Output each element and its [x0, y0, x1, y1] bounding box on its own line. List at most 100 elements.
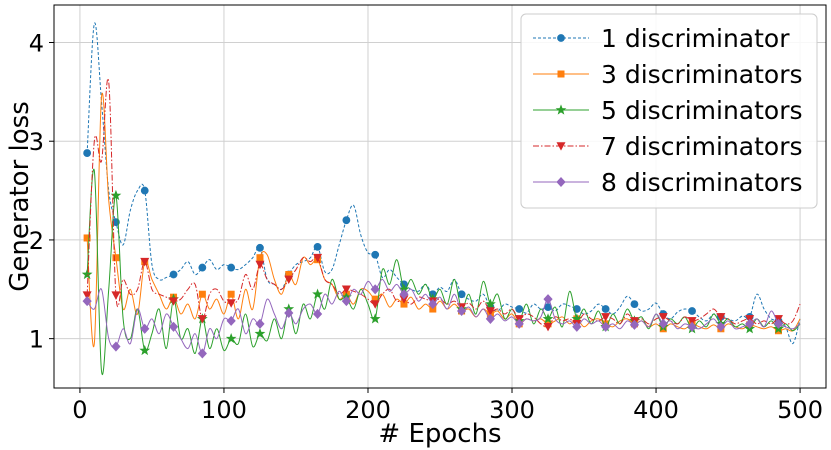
- x-tick-label: 400: [633, 396, 679, 424]
- data-point: [658, 313, 668, 322]
- data-point: [371, 250, 380, 259]
- legend-box: [520, 13, 818, 209]
- data-point: [457, 290, 466, 299]
- data-point: [256, 254, 264, 262]
- data-point: [198, 290, 206, 298]
- data-point: [82, 296, 92, 307]
- data-point: [112, 254, 120, 262]
- data-point: [255, 318, 265, 329]
- data-point: [312, 308, 323, 320]
- legend-item: 5 discriminators: [533, 96, 803, 125]
- legend-label: 3 discriminators: [601, 60, 803, 89]
- data-point: [256, 243, 264, 252]
- legend-marker: [556, 176, 566, 188]
- data-point: [169, 297, 179, 306]
- data-point: [542, 313, 554, 324]
- data-point: [572, 321, 582, 332]
- data-point: [111, 291, 121, 300]
- data-point: [284, 275, 294, 285]
- y-tick-label: 1: [29, 326, 44, 354]
- data-point: [688, 307, 696, 315]
- data-point: [82, 291, 92, 300]
- data-point: [428, 299, 438, 310]
- x-tick-label: 100: [201, 396, 247, 424]
- data-point: [543, 294, 553, 305]
- legend: 1 discriminator 3 discriminators 5 discrim…: [520, 13, 818, 209]
- data-point: [601, 321, 611, 332]
- data-point: [226, 315, 236, 326]
- x-tick-label: 0: [72, 396, 87, 424]
- y-tick-label: 3: [29, 128, 44, 156]
- data-point: [630, 300, 639, 308]
- data-point: [198, 263, 207, 272]
- data-point: [485, 313, 496, 324]
- data-point: [227, 263, 236, 272]
- plot-area: [81, 22, 801, 375]
- legend-item: 8 discriminators: [533, 168, 803, 197]
- legend-marker: [557, 70, 565, 78]
- x-axis-label: # Epochs: [378, 419, 501, 449]
- data-point: [140, 186, 149, 195]
- axis-ticks: 0 100 200 300 400 500 1 2 3 4: [29, 30, 823, 424]
- data-point: [313, 242, 322, 251]
- data-point: [687, 321, 697, 332]
- legend-marker: [556, 142, 566, 151]
- data-point: [369, 313, 381, 324]
- data-point: [83, 234, 91, 242]
- data-point: [197, 348, 207, 359]
- y-tick-label: 2: [29, 227, 44, 255]
- data-point: [601, 313, 611, 322]
- data-point: [773, 318, 784, 329]
- x-tick-label: 500: [777, 396, 823, 424]
- data-point: [658, 318, 668, 329]
- data-point: [227, 290, 235, 298]
- data-point: [110, 189, 122, 201]
- legend-label: 8 discriminators: [601, 168, 803, 197]
- x-tick-label: 300: [489, 396, 535, 424]
- data-point: [111, 341, 121, 352]
- data-point: [342, 216, 351, 225]
- data-point: [139, 344, 151, 356]
- data-point: [169, 270, 178, 279]
- data-point: [687, 317, 697, 326]
- data-point: [284, 307, 294, 319]
- data-point: [312, 288, 323, 299]
- legend-item: 3 discriminators: [533, 60, 803, 89]
- series-line: [86, 92, 801, 348]
- data-point: [370, 284, 380, 295]
- data-point: [514, 318, 524, 329]
- series-line: [86, 278, 801, 354]
- data-point: [485, 307, 495, 316]
- data-point: [485, 298, 496, 309]
- data-point: [716, 321, 726, 332]
- data-point: [745, 318, 755, 329]
- plot-frame: [53, 4, 827, 389]
- data-point: [83, 149, 92, 157]
- data-point: [197, 315, 207, 324]
- data-point: [254, 328, 266, 339]
- data-point: [313, 253, 323, 263]
- legend-label: 1 discriminator: [601, 24, 790, 53]
- y-tick-label: 4: [29, 30, 44, 58]
- data-point: [456, 305, 467, 317]
- data-point: [601, 305, 610, 313]
- data-point: [515, 305, 524, 313]
- data-point: [226, 299, 236, 308]
- legend-marker: [555, 104, 567, 115]
- data-point: [81, 268, 93, 280]
- legend-item: 1 discriminator: [533, 24, 790, 53]
- data-point: [399, 289, 409, 300]
- data-point: [140, 257, 150, 267]
- data-point: [543, 322, 553, 332]
- data-point: [225, 332, 237, 344]
- legend-label: 7 discriminators: [601, 132, 803, 161]
- legend-marker: [557, 34, 565, 42]
- data-point: [341, 296, 351, 307]
- data-point: [629, 319, 640, 330]
- series-5: [82, 278, 801, 359]
- data-point: [140, 323, 150, 334]
- data-point: [370, 300, 380, 309]
- data-point: [255, 260, 265, 270]
- y-axis-label: Generator loss: [5, 101, 35, 292]
